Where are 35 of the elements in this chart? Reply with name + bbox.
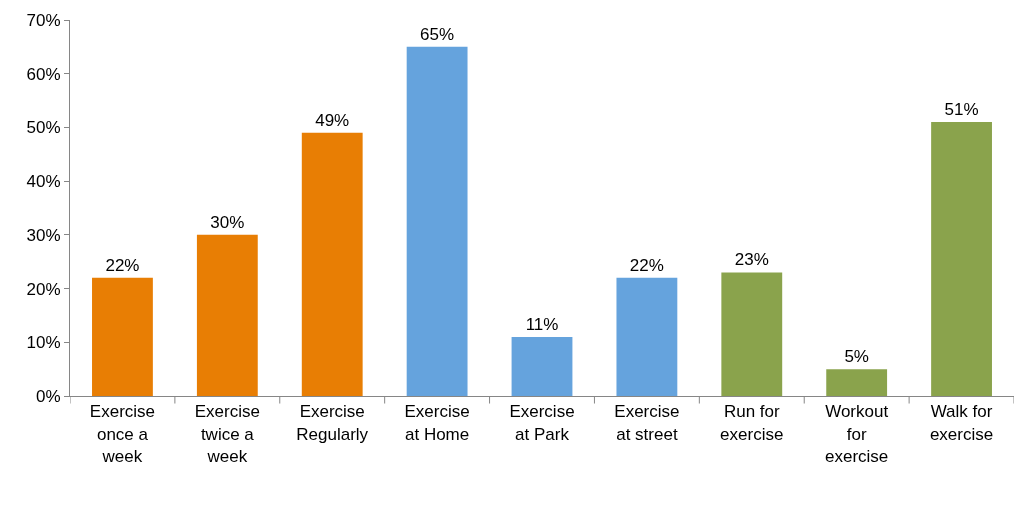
x-tick-label: Exercise at Home xyxy=(404,402,470,444)
y-tick-label: 50% xyxy=(26,118,61,138)
x-tick-label: Exercise at street xyxy=(614,402,680,444)
data-label: 11% xyxy=(525,314,559,334)
bar xyxy=(616,277,678,396)
bar xyxy=(196,234,258,396)
data-label: 49% xyxy=(315,110,350,130)
bar xyxy=(301,132,363,396)
bar xyxy=(511,336,573,396)
data-label: 5% xyxy=(844,347,869,367)
bar xyxy=(931,122,992,396)
x-tick-label: Exercise Regularly xyxy=(296,402,369,444)
y-tick-label: 60% xyxy=(26,64,61,84)
bar xyxy=(826,369,888,396)
x-tick-label: Run for exercise xyxy=(720,402,784,444)
y-tick-label: 40% xyxy=(26,172,61,192)
data-label: 30% xyxy=(210,212,245,232)
x-tick-label: Walk for exercise xyxy=(929,402,994,444)
bar xyxy=(92,277,153,396)
y-tick-label: 10% xyxy=(26,333,61,353)
x-tick-label: Exercise at Park xyxy=(509,402,575,444)
y-tick-label: 20% xyxy=(26,279,61,299)
x-tick-label: Workout for exercise xyxy=(825,402,889,466)
bar xyxy=(721,272,783,396)
x-tick-label: Exercise twice a week xyxy=(194,402,260,466)
data-label: 23% xyxy=(734,250,769,270)
x-tick-label: Exercise once a week xyxy=(89,402,156,466)
data-label: 51% xyxy=(944,100,979,120)
y-tick-label: 70% xyxy=(26,10,61,30)
bar xyxy=(406,46,468,396)
data-label: 22% xyxy=(105,255,140,275)
data-label: 22% xyxy=(629,255,664,275)
data-label: 65% xyxy=(420,24,455,44)
y-tick-label: 30% xyxy=(26,225,61,245)
y-tick-label: 0% xyxy=(36,386,61,406)
